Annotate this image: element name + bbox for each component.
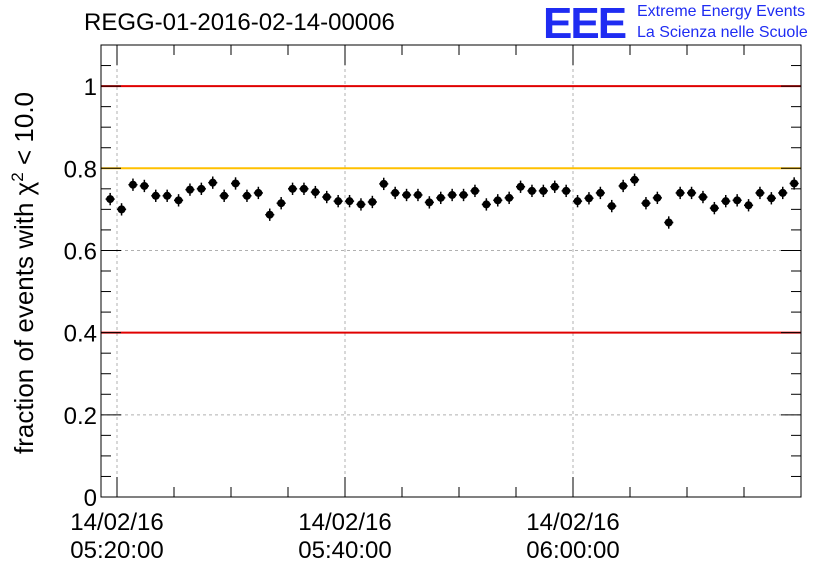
logo-subtitle-line2: La Scienza nelle Scuole — [637, 24, 808, 41]
data-point — [778, 188, 787, 197]
data-point — [197, 184, 206, 193]
data-point — [448, 190, 457, 199]
data-point — [459, 190, 468, 199]
data-point — [676, 188, 685, 197]
data-point — [744, 201, 753, 210]
data-point — [721, 197, 730, 206]
y-tick-label: 0.4 — [64, 321, 97, 348]
data-point — [584, 194, 593, 203]
x-tick-time-label: 06:00:00 — [526, 537, 619, 564]
data-point — [664, 218, 673, 227]
data-point — [163, 191, 172, 200]
data-point — [220, 191, 229, 200]
data-point — [653, 193, 662, 202]
data-point — [402, 190, 411, 199]
data-point — [288, 184, 297, 193]
data-point — [379, 179, 388, 188]
data-point — [630, 175, 639, 184]
data-point — [539, 186, 548, 195]
data-point — [550, 182, 559, 191]
data-point — [106, 195, 115, 204]
data-point — [641, 199, 650, 208]
data-point — [505, 193, 514, 202]
data-point — [790, 179, 799, 188]
data-point — [413, 190, 422, 199]
data-point — [482, 200, 491, 209]
eee-logo: EEE — [543, 0, 627, 48]
data-point — [322, 193, 331, 202]
data-point — [767, 194, 776, 203]
data-point — [436, 193, 445, 202]
chart-title: REGG-01-2016-02-14-00006 — [84, 9, 395, 36]
data-point — [710, 204, 719, 213]
data-point — [368, 197, 377, 206]
data-point — [311, 188, 320, 197]
plot-frame — [100, 44, 802, 498]
data-point — [391, 188, 400, 197]
data-point — [425, 198, 434, 207]
data-point — [619, 181, 628, 190]
data-point — [299, 184, 308, 193]
data-point — [265, 210, 274, 219]
data-point — [755, 188, 764, 197]
x-tick-date-label: 14/02/16 — [526, 509, 619, 536]
data-point — [117, 205, 126, 214]
y-tick-label: 0 — [84, 485, 97, 512]
y-axis-label: fraction of events with χ2 < 10.0 — [8, 92, 39, 454]
data-point — [596, 188, 605, 197]
data-point — [277, 199, 286, 208]
y-tick-label: 0.8 — [64, 156, 97, 183]
y-tick-label: 0.2 — [64, 403, 97, 430]
data-point — [208, 178, 217, 187]
x-tick-date-label: 14/02/16 — [298, 509, 391, 536]
data-point — [733, 196, 742, 205]
data-point — [607, 202, 616, 211]
data-point — [128, 180, 137, 189]
y-tick-label: 0.6 — [64, 238, 97, 265]
y-tick-label: 1 — [84, 74, 97, 101]
logo-subtitle-line1: Extreme Energy Events — [637, 3, 806, 20]
data-point — [151, 191, 160, 200]
data-point — [562, 186, 571, 195]
data-point — [687, 188, 696, 197]
data-point — [185, 185, 194, 194]
data-point — [356, 200, 365, 209]
data-point — [334, 197, 343, 206]
x-tick-time-label: 05:40:00 — [298, 537, 391, 564]
data-point — [242, 191, 251, 200]
data-point — [698, 193, 707, 202]
data-point — [516, 182, 525, 191]
data-point — [231, 179, 240, 188]
data-point — [573, 197, 582, 206]
data-point — [527, 186, 536, 195]
data-point — [470, 186, 479, 195]
data-point — [345, 197, 354, 206]
x-tick-time-label: 05:20:00 — [70, 537, 163, 564]
data-point — [174, 196, 183, 205]
x-tick-date-label: 14/02/16 — [70, 509, 163, 536]
data-point — [140, 181, 149, 190]
data-point — [493, 196, 502, 205]
data-point — [254, 188, 263, 197]
